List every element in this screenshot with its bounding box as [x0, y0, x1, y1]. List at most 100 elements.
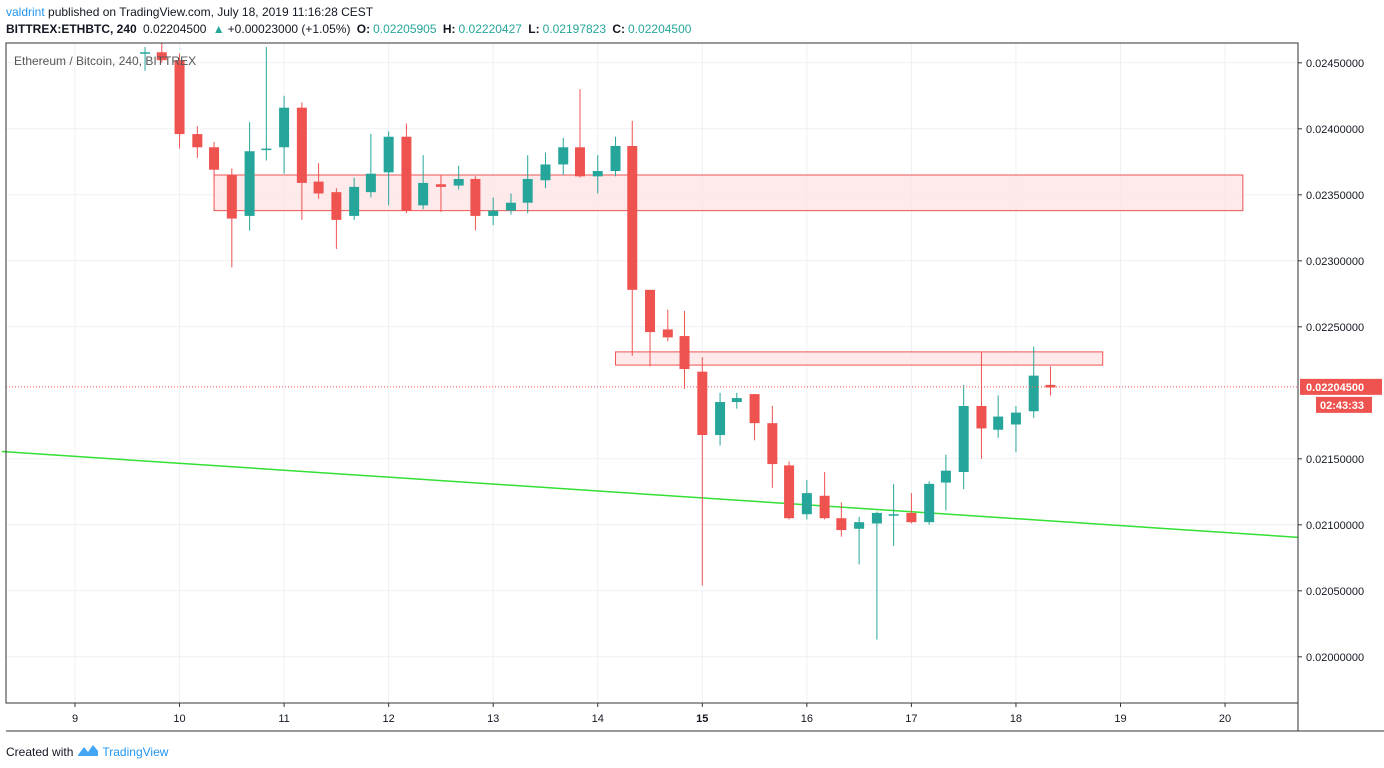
- candle-bearish: [819, 472, 830, 520]
- candle-bearish: [296, 102, 307, 220]
- candle-bearish: [697, 357, 708, 586]
- author-link[interactable]: valdrint: [6, 5, 45, 19]
- candle-bullish: [888, 483, 899, 546]
- candle-bearish: [435, 175, 446, 212]
- candle-bearish: [401, 123, 412, 214]
- candle-body: [488, 210, 499, 216]
- candle-body: [1045, 384, 1056, 388]
- plot-frame: [5, 42, 1299, 704]
- candle-bearish: [226, 168, 237, 268]
- tradingview-link[interactable]: TradingView: [102, 744, 169, 759]
- candle-body: [418, 182, 429, 206]
- footer: Created with TradingView: [6, 743, 168, 760]
- candle-body: [871, 512, 882, 524]
- candle-bearish: [679, 310, 690, 389]
- candle-body: [924, 483, 935, 523]
- tradingview-logo-icon[interactable]: [77, 743, 99, 760]
- candle-body: [209, 147, 220, 170]
- candle-bullish: [958, 384, 969, 490]
- candle-bullish: [924, 481, 935, 525]
- x-tick-label: 10: [173, 713, 185, 725]
- candle-bearish: [645, 289, 656, 367]
- close-label: C:: [612, 22, 626, 36]
- candle-body: [940, 470, 951, 483]
- y-tick-label: 0.02100000: [1306, 520, 1364, 532]
- candle-bullish: [1028, 346, 1039, 418]
- candle-body: [888, 514, 899, 516]
- candle-bearish: [156, 43, 167, 63]
- candle-bullish: [279, 95, 290, 174]
- candle-bullish: [731, 392, 742, 409]
- candle-body: [226, 175, 237, 219]
- candle-body: [505, 202, 516, 211]
- candle-body: [767, 423, 778, 465]
- y-tick-label: 0.02300000: [1306, 256, 1364, 268]
- x-tick-label: 17: [905, 713, 917, 725]
- change-value: +0.00023000 (+1.05%): [227, 22, 351, 36]
- candle-body: [279, 107, 290, 148]
- resistance-zones: [213, 174, 1244, 366]
- candle-bearish: [749, 394, 760, 441]
- y-tick-label: 0.02450000: [1306, 58, 1364, 70]
- x-tick-label: 12: [383, 713, 395, 725]
- candle-body: [854, 522, 865, 529]
- candle-bullish: [610, 136, 621, 177]
- candle-bearish: [627, 120, 638, 356]
- candle-bearish: [192, 126, 203, 158]
- candle-bullish: [592, 155, 603, 194]
- candle-body: [558, 147, 569, 165]
- last-price-badge: [1300, 378, 1382, 395]
- x-tick-label: 19: [1114, 713, 1126, 725]
- candle-body: [906, 512, 917, 523]
- candle-bullish: [993, 395, 1004, 438]
- candle-bearish: [906, 493, 917, 524]
- candle-bearish: [662, 309, 673, 342]
- candle-body: [192, 134, 203, 148]
- candle-body: [819, 495, 830, 519]
- symbol-label: BITTREX:ETHBTC, 240: [6, 22, 137, 36]
- candle-bearish: [313, 163, 324, 199]
- x-tick-label: 14: [592, 713, 604, 725]
- candle-body: [679, 336, 690, 370]
- candle-bullish: [488, 197, 499, 226]
- published-text: published on TradingView.com, July 18, 2…: [48, 5, 374, 19]
- candle-bullish: [940, 454, 951, 511]
- candle-body: [610, 145, 621, 172]
- y-tick-label: 0.02000000: [1306, 652, 1364, 664]
- candle-bullish: [540, 152, 551, 189]
- candle-body: [435, 184, 446, 187]
- candle-bullish: [365, 134, 376, 198]
- candle-body: [470, 178, 481, 216]
- candle-bullish: [505, 193, 516, 215]
- candle-body: [749, 394, 760, 424]
- x-tick-label: 20: [1219, 713, 1231, 725]
- candle-body: [331, 192, 342, 220]
- candle-bearish: [1045, 366, 1056, 396]
- candle-bearish: [836, 502, 847, 537]
- candle-body: [453, 178, 464, 186]
- candle-bullish: [854, 516, 865, 565]
- change-up-icon: ▲: [212, 22, 225, 36]
- candle-bullish: [383, 131, 394, 206]
- open-value: 0.02205905: [373, 22, 437, 36]
- trendline-layer: [1, 450, 1299, 539]
- low-value: 0.02197823: [542, 22, 607, 36]
- candle-body: [836, 518, 847, 531]
- ohlc-legend: BITTREX:ETHBTC, 240 0.02204500 ▲ +0.00023…: [6, 22, 694, 36]
- open-label: O:: [356, 22, 371, 36]
- high-label: H:: [442, 22, 456, 36]
- candle-body: [261, 148, 272, 151]
- axes: 0.02450000 0.02400000 0.02350000 0.02300000…: [5, 42, 1384, 732]
- low-label: L:: [528, 22, 540, 36]
- candle-body: [522, 178, 533, 203]
- x-tick-label: 16: [801, 713, 813, 725]
- candle-body: [715, 402, 726, 436]
- candle-body: [627, 145, 638, 290]
- candle-body: [244, 151, 255, 216]
- resistance-zone: [213, 174, 1244, 212]
- y-tick-label: 0.02350000: [1306, 190, 1364, 202]
- candles: [6, 43, 1298, 640]
- x-tick-label: 18: [1010, 713, 1022, 725]
- candle-body: [313, 181, 324, 194]
